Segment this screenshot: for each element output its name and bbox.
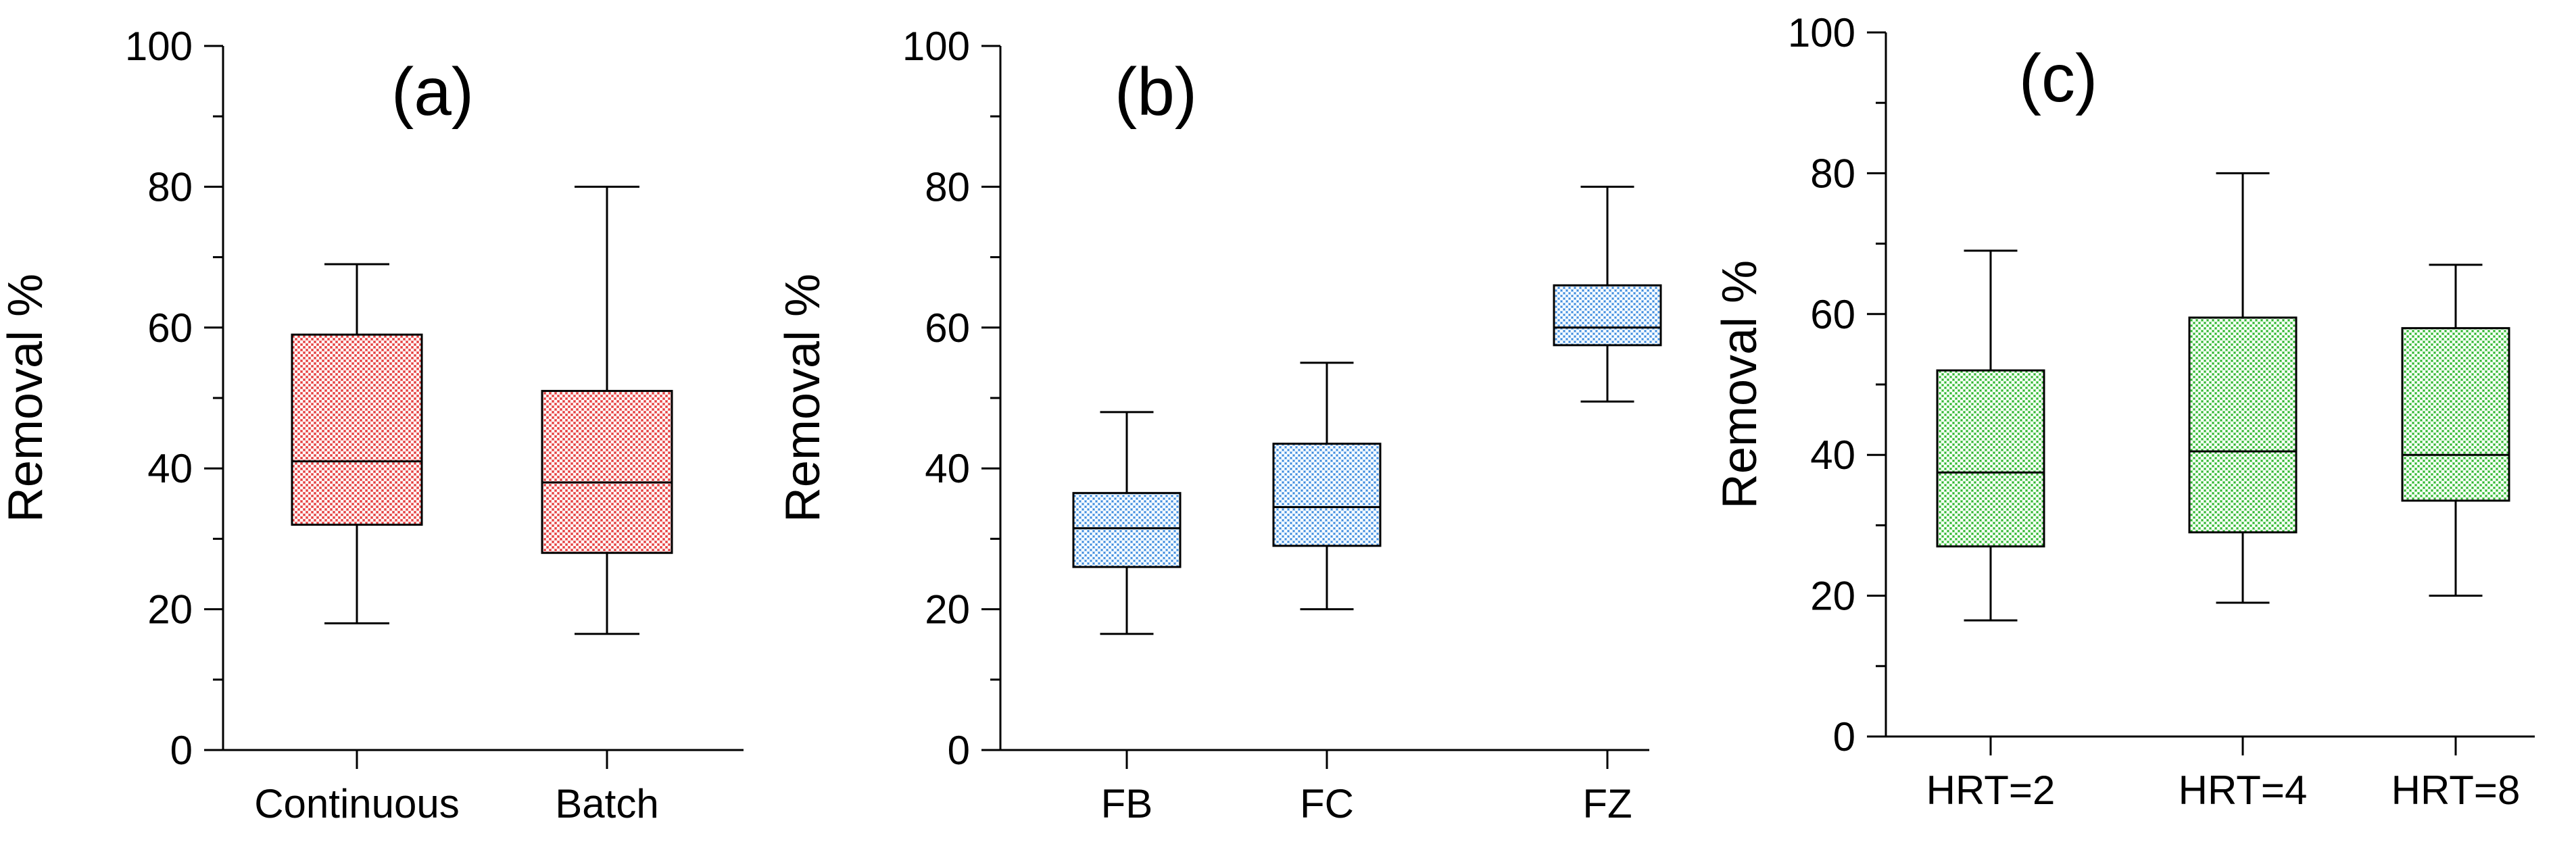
panel-label: (c) xyxy=(2019,41,2098,116)
x-category-label: HRT=4 xyxy=(2179,768,2308,813)
y-axis-label: Removal % xyxy=(0,274,53,522)
box-iqr xyxy=(1072,492,1182,568)
box-iqr xyxy=(1936,369,2045,548)
box-iqr xyxy=(291,333,423,526)
box-iqr xyxy=(2401,327,2510,502)
panel-label: (a) xyxy=(391,54,474,130)
y-tick-label: 80 xyxy=(147,164,193,209)
y-axis-label: Removal % xyxy=(776,274,830,522)
panel-3: 0 20 40 60 80 100 Removal % (c) HRT=2 HRT=4 HRT=8 xyxy=(1713,10,2535,813)
x-category-label: Batch xyxy=(555,781,658,826)
y-axis-label: Removal % xyxy=(1713,260,1767,509)
panel-1: 0 20 40 60 80 100 Removal % (a) Continuous Batch xyxy=(0,24,744,826)
panel-2: 0 20 40 60 80 100 Removal % (b) FB FC FZ xyxy=(776,24,1662,826)
y-tick-label: 40 xyxy=(147,446,193,491)
y-tick-label: 0 xyxy=(1833,714,1855,759)
panel-label: (b) xyxy=(1115,54,1197,130)
y-tick-label: 40 xyxy=(1810,432,1855,478)
y-tick-label: 0 xyxy=(170,728,193,773)
y-tick-label: 100 xyxy=(902,24,970,69)
y-tick-label: 80 xyxy=(1810,151,1855,196)
x-category-label: Continuous xyxy=(254,781,460,826)
y-tick-label: 100 xyxy=(125,24,193,69)
y-tick-label: 20 xyxy=(1810,574,1855,619)
y-tick-label: 100 xyxy=(1788,10,1855,55)
y-tick-label: 60 xyxy=(1810,292,1855,337)
y-tick-label: 20 xyxy=(147,587,193,632)
box-iqr xyxy=(2188,316,2298,534)
box-iqr xyxy=(1272,443,1382,547)
x-category-label: HRT=2 xyxy=(1926,768,2056,813)
y-tick-label: 60 xyxy=(925,305,970,351)
y-tick-label: 60 xyxy=(147,305,193,351)
x-category-label: HRT=8 xyxy=(2391,768,2521,813)
x-category-label: FC xyxy=(1300,781,1354,826)
box-iqr xyxy=(541,390,673,554)
y-tick-label: 40 xyxy=(925,446,970,491)
y-tick-label: 80 xyxy=(925,164,970,209)
y-tick-label: 20 xyxy=(925,587,970,632)
box-iqr xyxy=(1553,284,1662,347)
x-category-label: FB xyxy=(1101,781,1153,826)
y-tick-label: 0 xyxy=(948,728,970,773)
x-category-label: FZ xyxy=(1582,781,1632,826)
